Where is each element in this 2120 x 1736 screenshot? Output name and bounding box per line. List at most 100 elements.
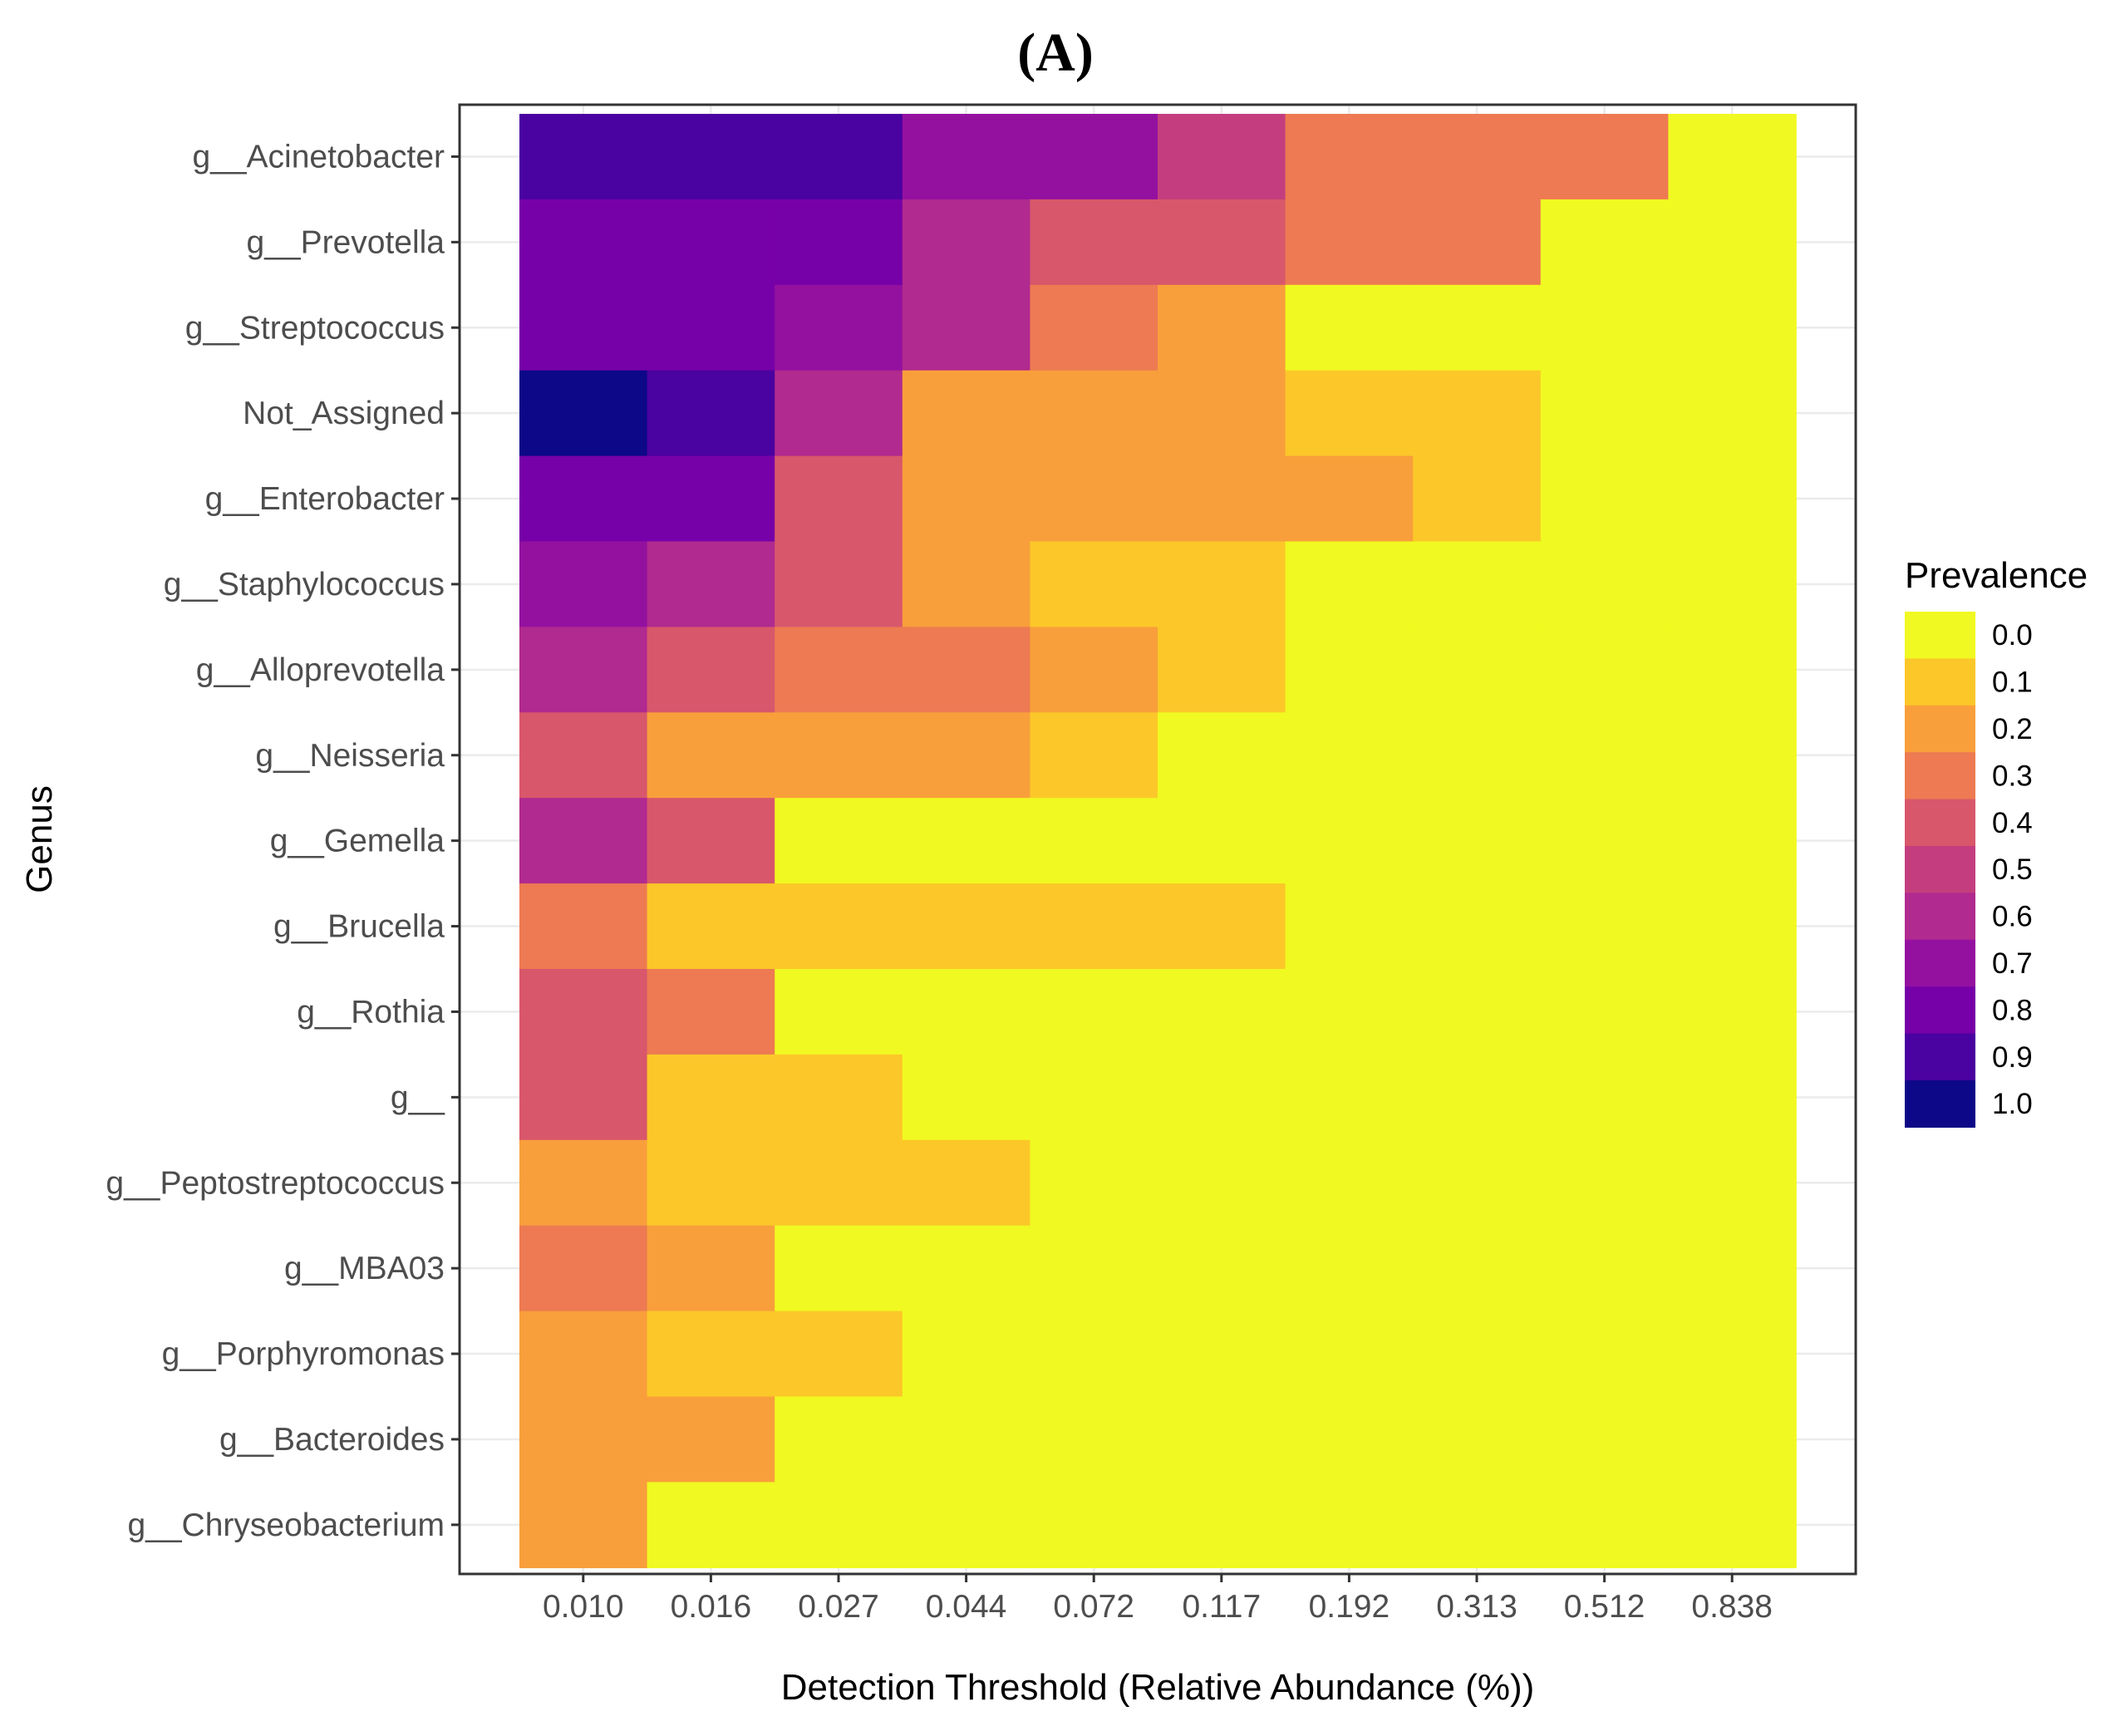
heatmap-cell: [902, 1054, 1031, 1141]
heatmap-cell: [519, 1139, 648, 1227]
heatmap-cell: [1540, 199, 1670, 286]
heatmap-cell: [1413, 114, 1542, 200]
legend-label: 0.8: [1992, 994, 2033, 1026]
heatmap-cell: [1285, 114, 1414, 200]
y-axis: g__Acinetobacter g__Prevotella g__Streptoc…: [106, 139, 460, 1543]
heatmap-cell: [1158, 199, 1286, 286]
heatmap-cell: [647, 1396, 775, 1483]
heatmap-cell: [1668, 284, 1797, 371]
heatmap-cell: [1285, 370, 1414, 457]
heatmap-cell: [775, 798, 903, 884]
y-tick-label: g__Alloprevotella: [196, 652, 445, 688]
heatmap-cell: [1540, 627, 1670, 714]
heatmap-cell: [1030, 541, 1158, 628]
y-tick-label: g__Streptococcus: [185, 310, 445, 346]
heatmap-cell: [775, 114, 903, 200]
y-axis-title: Genus: [19, 785, 60, 893]
heatmap-cell: [1540, 1054, 1670, 1141]
heatmap-cell: [1540, 370, 1670, 457]
heatmap-cell: [1413, 1139, 1542, 1227]
heatmap-cell: [519, 969, 648, 1055]
heatmap-cell: [1030, 455, 1158, 543]
legend-key: [1905, 1033, 1975, 1081]
heatmap-cell: [1540, 1311, 1670, 1398]
heatmap-cell: [647, 541, 775, 628]
heatmap-cell: [775, 370, 903, 457]
heatmap-cell: [1030, 1396, 1158, 1483]
legend-key: [1905, 799, 1975, 847]
heatmap-cell: [775, 1482, 903, 1569]
heatmap-cell: [1158, 712, 1286, 799]
y-tick-label: g__Neisseria: [255, 738, 445, 774]
heatmap-cell: [1030, 798, 1158, 884]
heatmap-cell: [1158, 1139, 1286, 1227]
heatmap-cell: [1413, 1054, 1542, 1141]
heatmap-cell: [1030, 1139, 1158, 1227]
heatmap-cell: [1158, 455, 1286, 543]
heatmap-cell: [647, 1311, 775, 1398]
heatmap-cell: [902, 969, 1031, 1055]
heatmap-cell: [902, 1396, 1031, 1483]
heatmap-cells: [519, 114, 1797, 1569]
heatmap-cell: [775, 284, 903, 371]
heatmap-cell: [775, 1311, 903, 1398]
heatmap-cell: [1285, 455, 1414, 543]
legend-keys: 0.0 0.1 0.2 0.3 0.4 0.5 0.6 0.7 0.8 0.9 1.0: [1905, 612, 2033, 1128]
heatmap-cell: [1413, 969, 1542, 1055]
heatmap-cell: [1030, 627, 1158, 714]
heatmap-cell: [1413, 541, 1542, 628]
y-tick-label: g__Gemella: [270, 824, 445, 859]
x-tick-label: 0.044: [926, 1589, 1007, 1625]
panel-label: (A): [1017, 22, 1094, 83]
x-axis: 0.010 0.016 0.027 0.044 0.072 0.117 0.192 0.313…: [543, 1574, 1773, 1625]
heatmap-cell: [1413, 883, 1542, 970]
heatmap-cell: [1668, 627, 1797, 714]
heatmap-cell: [519, 455, 648, 543]
heatmap-cell: [1285, 969, 1414, 1055]
heatmap-cell: [1540, 969, 1670, 1055]
heatmap-cell: [1668, 883, 1797, 970]
heatmap-cell: [1030, 370, 1158, 457]
heatmap-cell: [1413, 1482, 1542, 1569]
heatmap-cell: [1540, 455, 1670, 543]
heatmap-cell: [1030, 1054, 1158, 1141]
heatmap-cell: [1158, 1396, 1286, 1483]
heatmap-cell: [1668, 455, 1797, 543]
heatmap-cell: [775, 1225, 903, 1312]
y-tick-label: g__Rothia: [297, 994, 445, 1030]
heatmap-cell: [1668, 114, 1797, 200]
plot-panel-border: [458, 103, 1857, 1576]
heatmap-cell: [519, 1054, 648, 1141]
heatmap-cell: [647, 455, 775, 543]
heatmap-cell: [902, 1139, 1031, 1227]
y-tick-label: Not_Assigned: [243, 396, 445, 431]
legend-label: 0.9: [1992, 1041, 2033, 1074]
heatmap-cell: [647, 1482, 775, 1569]
heatmap-cell: [1540, 883, 1670, 970]
legend-title: Prevalence: [1905, 555, 2088, 596]
heatmap-cell: [519, 1396, 648, 1483]
heatmap-cell: [1413, 199, 1542, 286]
heatmap-cell: [902, 284, 1031, 371]
heatmap-cell: [1668, 969, 1797, 1055]
heatmap-cell: [1030, 883, 1158, 970]
y-tick-label: g__Brucella: [273, 909, 445, 945]
heatmap-cell: [775, 712, 903, 799]
heatmap-cell: [647, 284, 775, 371]
heatmap-cell: [519, 883, 648, 970]
heatmap-cell: [519, 284, 648, 371]
heatmap-cell: [1540, 1482, 1670, 1569]
heatmap-cell: [1285, 1054, 1414, 1141]
heatmap-cell: [1030, 712, 1158, 799]
heatmap-cell: [902, 627, 1031, 714]
heatmap-cell: [1285, 199, 1414, 286]
heatmap-cell: [647, 199, 775, 286]
legend-key: [1905, 986, 1975, 1035]
y-tick-label: g__Staphylococcus: [164, 567, 445, 602]
legend-key: [1905, 893, 1975, 941]
heatmap-cell: [647, 1225, 775, 1312]
heatmap-cell: [1158, 883, 1286, 970]
heatmap-cell: [1158, 1054, 1286, 1141]
heatmap-cell: [519, 798, 648, 884]
heatmap-cell: [775, 455, 903, 543]
